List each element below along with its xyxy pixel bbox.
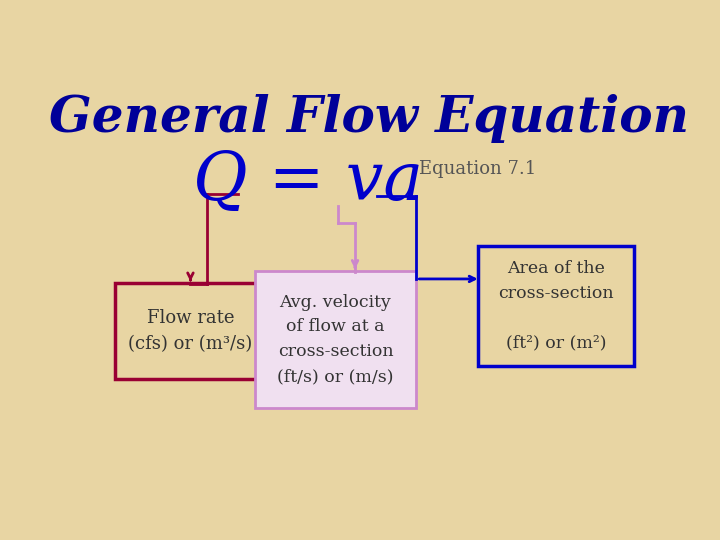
Text: Equation 7.1: Equation 7.1 [419, 160, 536, 178]
FancyBboxPatch shape [255, 271, 416, 408]
FancyBboxPatch shape [478, 246, 634, 366]
Text: Area of the
cross-section

(ft²) or (m²): Area of the cross-section (ft²) or (m²) [498, 260, 613, 352]
Text: Flow rate
(cfs) or (m³/s): Flow rate (cfs) or (m³/s) [128, 309, 253, 353]
Text: Q = va: Q = va [192, 148, 423, 214]
FancyBboxPatch shape [115, 283, 266, 379]
Text: General Flow Equation: General Flow Equation [49, 94, 689, 143]
Text: Avg. velocity
of flow at a
cross-section
(ft/s) or (m/s): Avg. velocity of flow at a cross-section… [277, 294, 394, 385]
